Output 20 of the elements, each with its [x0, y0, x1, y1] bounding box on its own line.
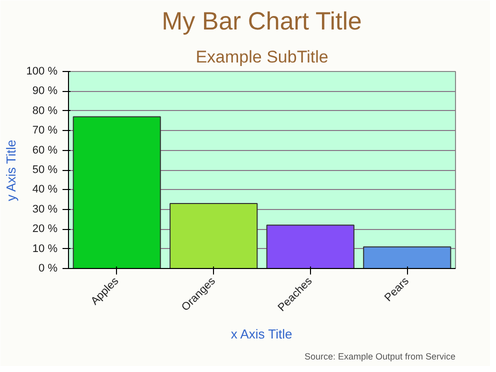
bar: [363, 246, 452, 268]
y-tick-label: 20 %: [32, 223, 58, 236]
chart-subtitle: Example SubTitle: [196, 48, 328, 66]
y-tick-label: 90 %: [32, 85, 58, 98]
y-tick-label: 80 %: [32, 104, 58, 117]
y-tick-label: 100 %: [26, 66, 58, 78]
y-tick-label: 70 %: [32, 124, 58, 137]
y-tick-label: 50 %: [32, 164, 58, 176]
source-note: Source: Example Output from Service: [304, 352, 456, 362]
bar: [72, 116, 161, 268]
y-axis-title: y Axis Title: [3, 140, 18, 202]
y-tick-label: 40 %: [32, 184, 58, 196]
x-axis-title: x Axis Title: [230, 326, 292, 342]
y-tick-label: 0 %: [38, 262, 58, 274]
y-tick-label: 10 %: [32, 242, 58, 255]
chart-title: My Bar Chart Title: [162, 8, 362, 36]
y-tick-label: 60 %: [32, 144, 58, 156]
bar: [170, 202, 258, 268]
y-tick-label: 30 %: [32, 203, 58, 216]
bar: [266, 224, 354, 268]
